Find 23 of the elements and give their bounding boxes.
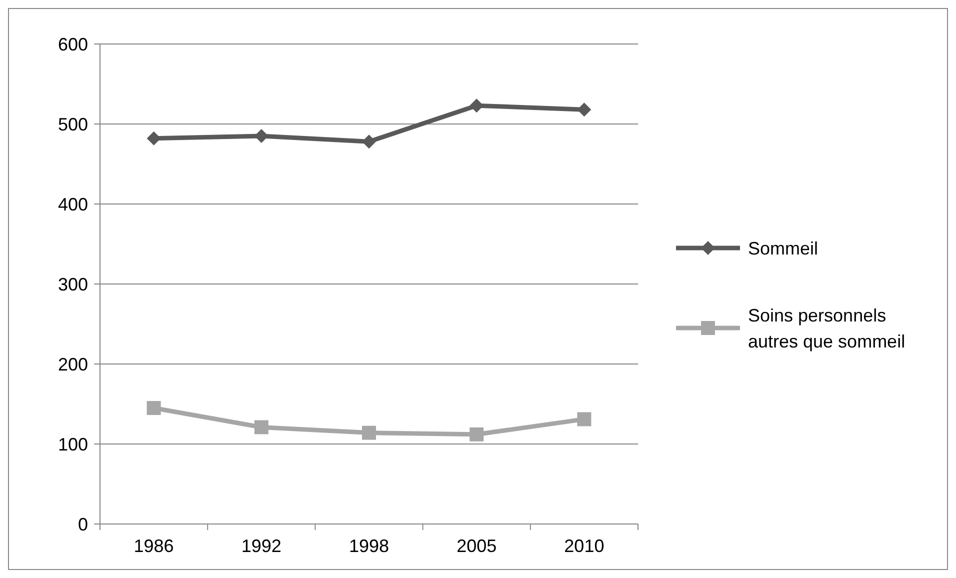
x-tick-label: 2005 [456, 536, 497, 556]
y-tick-label: 300 [58, 274, 88, 294]
point [146, 131, 161, 146]
x-tick-label: 1998 [348, 536, 390, 556]
x-tick-label: 1986 [134, 536, 174, 556]
legend-label: Soins personnels autres que sommeil [748, 305, 906, 352]
y-tick-label: 500 [58, 114, 88, 134]
y-tick-label: 600 [58, 34, 88, 54]
legend-label: Sommeil [748, 238, 818, 258]
y-tick-label: 400 [58, 194, 88, 214]
point [577, 412, 592, 426]
point [362, 134, 376, 149]
point [470, 98, 484, 113]
point [362, 426, 376, 440]
point [146, 401, 161, 415]
x-tick-label: 2010 [564, 536, 604, 556]
y-tick-label: 0 [78, 514, 88, 534]
point [577, 102, 592, 117]
x-tick-label: 1992 [241, 536, 282, 556]
point [254, 420, 268, 434]
y-tick-label: 100 [58, 434, 88, 454]
point [470, 427, 484, 442]
y-tick-label: 200 [58, 354, 88, 374]
